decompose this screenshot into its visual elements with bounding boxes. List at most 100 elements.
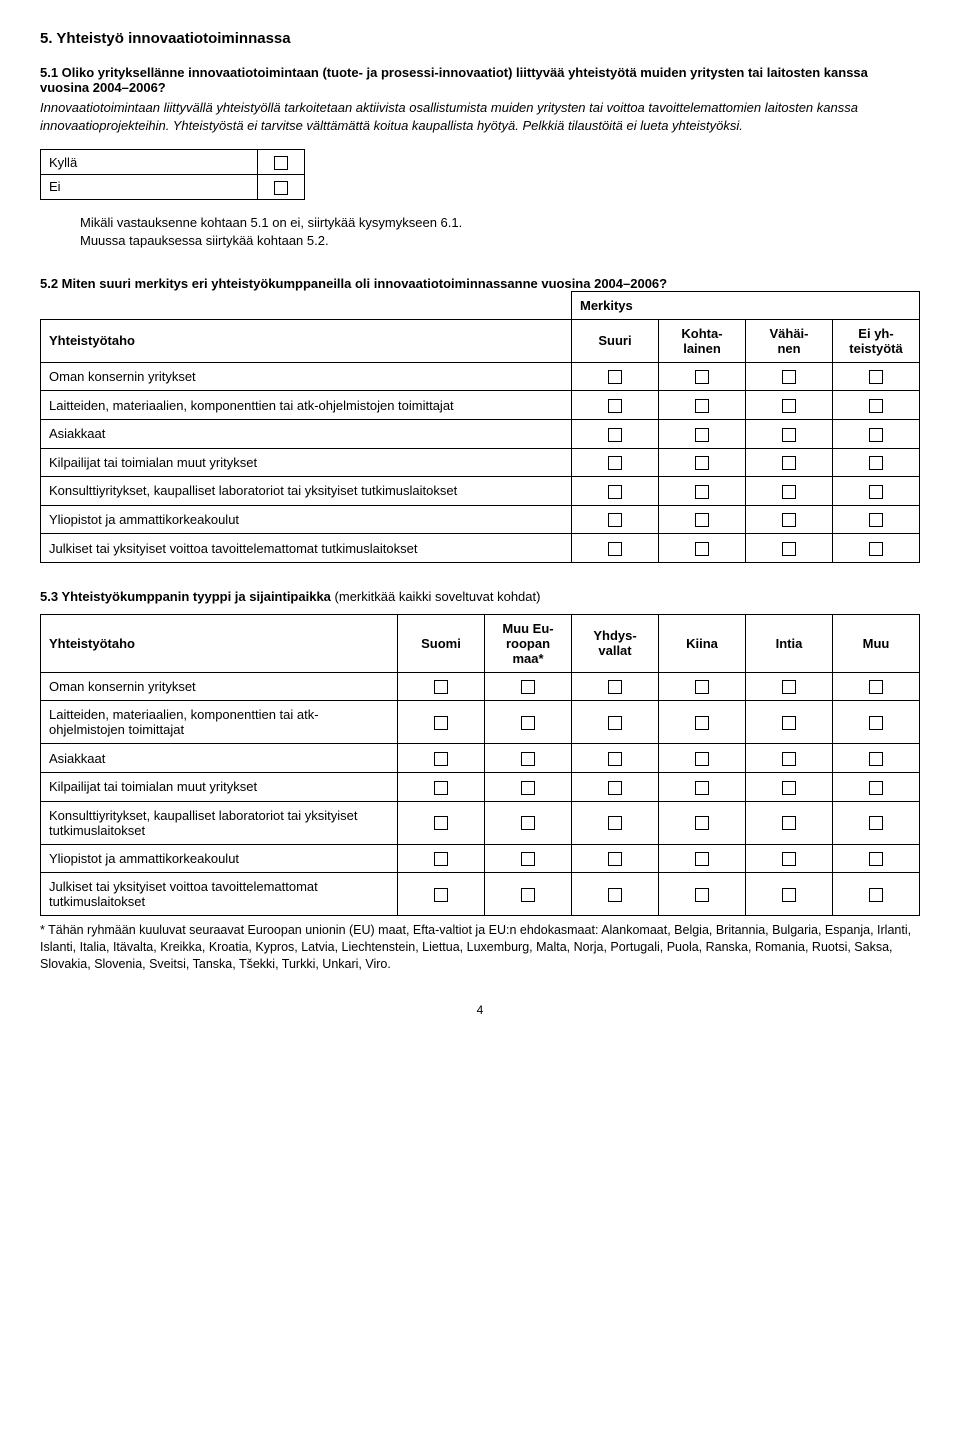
q53-checkbox-cell[interactable] — [833, 701, 920, 744]
q52-checkbox-cell[interactable] — [746, 477, 833, 506]
q52-checkbox-cell[interactable] — [833, 534, 920, 563]
q52-rowheader: Yhteistyötaho — [41, 319, 572, 362]
q53-checkbox-cell[interactable] — [746, 744, 833, 773]
q52-checkbox-cell[interactable] — [659, 420, 746, 449]
q53-col-header: Intia — [746, 614, 833, 672]
q52-checkbox-cell[interactable] — [833, 448, 920, 477]
q52-checkbox-cell[interactable] — [833, 505, 920, 534]
q53-col-header: Yhdys-vallat — [572, 614, 659, 672]
q53-checkbox-cell[interactable] — [833, 844, 920, 873]
checkbox-icon — [608, 888, 622, 902]
q52-checkbox-cell[interactable] — [572, 420, 659, 449]
q52-checkbox-cell[interactable] — [833, 420, 920, 449]
q52-checkbox-cell[interactable] — [659, 391, 746, 420]
checkbox-icon — [869, 485, 883, 499]
q53-checkbox-cell[interactable] — [485, 801, 572, 844]
q52-checkbox-cell[interactable] — [572, 362, 659, 391]
q52-checkbox-cell[interactable] — [572, 477, 659, 506]
q53-checkbox-cell[interactable] — [746, 873, 833, 916]
q51-desc: Innovaatiotoimintaan liittyvällä yhteist… — [40, 99, 920, 135]
q52-checkbox-cell[interactable] — [659, 534, 746, 563]
q53-checkbox-cell[interactable] — [833, 672, 920, 701]
q53-checkbox-cell[interactable] — [659, 772, 746, 801]
q53-checkbox-cell[interactable] — [659, 873, 746, 916]
q52-checkbox-cell[interactable] — [833, 477, 920, 506]
q53-checkbox-cell[interactable] — [572, 744, 659, 773]
checkbox-icon — [608, 680, 622, 694]
q53-checkbox-cell[interactable] — [659, 844, 746, 873]
q51-note: Mikäli vastauksenne kohtaan 5.1 on ei, s… — [80, 214, 920, 250]
q53-checkbox-cell[interactable] — [572, 672, 659, 701]
checkbox-icon — [782, 752, 796, 766]
q53-title-rest: (merkitkää kaikki soveltuvat kohdat) — [331, 589, 541, 604]
q53-rowheader: Yhteistyötaho — [41, 614, 398, 672]
q53-checkbox-cell[interactable] — [746, 772, 833, 801]
page: 5. Yhteistyö innovaatiotoiminnassa 5.1 O… — [0, 0, 960, 1057]
q53-checkbox-cell[interactable] — [659, 672, 746, 701]
checkbox-icon — [521, 816, 535, 830]
q53-checkbox-cell[interactable] — [485, 844, 572, 873]
q53-checkbox-cell[interactable] — [572, 801, 659, 844]
q53-col-header: Muu Eu-roopanmaa* — [485, 614, 572, 672]
q53-checkbox-cell[interactable] — [572, 844, 659, 873]
q52-checkbox-cell[interactable] — [659, 448, 746, 477]
q53-table: Yhteistyötaho SuomiMuu Eu-roopanmaa*Yhdy… — [40, 614, 920, 916]
checkbox-icon — [608, 428, 622, 442]
q52-checkbox-cell[interactable] — [746, 391, 833, 420]
q52-checkbox-cell[interactable] — [572, 448, 659, 477]
q53-checkbox-cell[interactable] — [485, 701, 572, 744]
q53-checkbox-cell[interactable] — [398, 672, 485, 701]
q53-checkbox-cell[interactable] — [485, 772, 572, 801]
q53-checkbox-cell[interactable] — [833, 873, 920, 916]
q53-checkbox-cell[interactable] — [833, 744, 920, 773]
q53-checkbox-cell[interactable] — [746, 672, 833, 701]
q52-checkbox-cell[interactable] — [659, 477, 746, 506]
q53-checkbox-cell[interactable] — [398, 701, 485, 744]
checkbox-icon — [695, 370, 709, 384]
q53-checkbox-cell[interactable] — [746, 801, 833, 844]
q51-yes-box[interactable] — [258, 150, 305, 175]
q52-checkbox-cell[interactable] — [572, 391, 659, 420]
q53-checkbox-cell[interactable] — [833, 772, 920, 801]
checkbox-icon — [608, 781, 622, 795]
q53-checkbox-cell[interactable] — [398, 801, 485, 844]
q53-checkbox-cell[interactable] — [485, 873, 572, 916]
checkbox-icon — [782, 370, 796, 384]
q51-note1: Mikäli vastauksenne kohtaan 5.1 on ei, s… — [80, 215, 462, 230]
q53-checkbox-cell[interactable] — [746, 701, 833, 744]
q53-checkbox-cell[interactable] — [572, 772, 659, 801]
q52-checkbox-cell[interactable] — [746, 448, 833, 477]
checkbox-icon — [274, 156, 288, 170]
q53-checkbox-cell[interactable] — [398, 844, 485, 873]
q52-checkbox-cell[interactable] — [572, 505, 659, 534]
q52-checkbox-cell[interactable] — [746, 420, 833, 449]
q53-checkbox-cell[interactable] — [398, 873, 485, 916]
q52-checkbox-cell[interactable] — [659, 505, 746, 534]
q53-checkbox-cell[interactable] — [572, 701, 659, 744]
q52-checkbox-cell[interactable] — [659, 362, 746, 391]
q53-checkbox-cell[interactable] — [746, 844, 833, 873]
q52-row-label: Kilpailijat tai toimialan muut yritykset — [41, 448, 572, 477]
checkbox-icon — [869, 852, 883, 866]
q52-checkbox-cell[interactable] — [833, 391, 920, 420]
q52-checkbox-cell[interactable] — [572, 534, 659, 563]
q53-checkbox-cell[interactable] — [485, 744, 572, 773]
checkbox-icon — [782, 485, 796, 499]
q53-checkbox-cell[interactable] — [659, 744, 746, 773]
checkbox-icon — [782, 456, 796, 470]
checkbox-icon — [869, 456, 883, 470]
checkbox-icon — [869, 680, 883, 694]
checkbox-icon — [695, 852, 709, 866]
q53-checkbox-cell[interactable] — [833, 801, 920, 844]
q53-checkbox-cell[interactable] — [398, 772, 485, 801]
q53-checkbox-cell[interactable] — [398, 744, 485, 773]
q53-checkbox-cell[interactable] — [572, 873, 659, 916]
q52-checkbox-cell[interactable] — [746, 534, 833, 563]
q52-checkbox-cell[interactable] — [746, 505, 833, 534]
q52-checkbox-cell[interactable] — [833, 362, 920, 391]
q51-no-box[interactable] — [258, 174, 305, 199]
q53-checkbox-cell[interactable] — [659, 701, 746, 744]
q52-checkbox-cell[interactable] — [746, 362, 833, 391]
q53-checkbox-cell[interactable] — [659, 801, 746, 844]
q53-checkbox-cell[interactable] — [485, 672, 572, 701]
